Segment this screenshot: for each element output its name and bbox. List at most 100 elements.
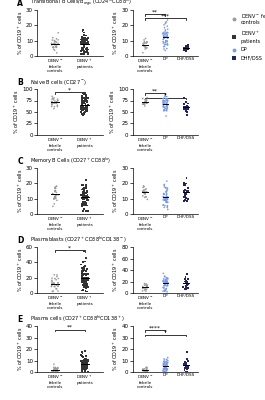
Point — [142, 280, 147, 287]
Point — [141, 367, 145, 373]
Point — [53, 184, 57, 190]
Point — [51, 190, 55, 197]
Point — [161, 103, 165, 110]
Point — [82, 196, 86, 202]
Point — [144, 194, 148, 200]
Point — [162, 29, 166, 35]
Point — [142, 189, 146, 196]
Point — [144, 194, 148, 200]
Point — [52, 39, 57, 45]
Point — [85, 95, 90, 101]
Point — [162, 101, 166, 107]
Point — [82, 270, 86, 277]
Point — [81, 90, 85, 96]
Point — [162, 362, 166, 368]
Point — [161, 366, 165, 372]
Point — [84, 177, 88, 184]
Point — [143, 40, 147, 46]
Point — [166, 97, 170, 104]
Point — [164, 184, 168, 191]
Point — [164, 364, 168, 370]
Point — [50, 37, 55, 43]
Point — [166, 26, 170, 32]
Point — [162, 273, 167, 280]
Point — [145, 364, 149, 371]
Point — [84, 32, 88, 39]
Point — [163, 369, 167, 375]
Point — [144, 97, 149, 103]
Point — [163, 280, 167, 286]
Point — [163, 31, 167, 37]
Point — [86, 35, 90, 42]
Point — [82, 356, 86, 363]
Point — [80, 195, 84, 202]
Point — [85, 189, 89, 195]
Point — [82, 360, 86, 367]
Point — [184, 105, 189, 112]
Point — [83, 194, 87, 200]
Point — [80, 107, 85, 113]
Point — [52, 368, 56, 374]
Point — [83, 36, 88, 42]
Point — [80, 100, 84, 107]
Point — [183, 369, 188, 375]
Point — [84, 48, 88, 55]
Point — [86, 39, 90, 46]
Point — [84, 360, 89, 367]
Point — [184, 188, 189, 194]
Point — [84, 274, 89, 281]
Point — [54, 44, 59, 51]
Point — [161, 101, 165, 107]
Point — [184, 363, 188, 369]
Point — [56, 37, 60, 43]
Point — [184, 284, 188, 290]
Point — [80, 46, 85, 53]
Point — [185, 280, 189, 287]
Point — [81, 191, 86, 197]
Point — [83, 367, 87, 373]
Point — [79, 41, 83, 48]
Point — [162, 105, 167, 111]
Point — [83, 270, 87, 277]
Point — [81, 199, 85, 206]
Point — [161, 99, 165, 105]
Point — [164, 95, 168, 102]
Point — [81, 27, 86, 34]
Point — [142, 285, 146, 291]
Point — [82, 274, 87, 281]
Point — [142, 101, 146, 107]
Point — [86, 358, 90, 365]
Point — [85, 189, 89, 196]
Point — [162, 369, 167, 375]
Point — [84, 281, 88, 287]
Point — [164, 358, 169, 365]
Text: Plasmablasts (CD27$^+$CD38$^{hi}$CD138$^-$): Plasmablasts (CD27$^+$CD38$^{hi}$CD138$^… — [30, 234, 127, 245]
Point — [82, 110, 86, 116]
Point — [143, 194, 147, 200]
Point — [86, 369, 90, 375]
Point — [82, 48, 86, 54]
Point — [85, 284, 89, 290]
Point — [83, 355, 87, 362]
Point — [54, 194, 58, 200]
Point — [51, 368, 55, 374]
Point — [185, 106, 189, 112]
Point — [52, 366, 56, 373]
Point — [145, 196, 149, 202]
Point — [186, 284, 190, 291]
Point — [84, 276, 88, 282]
Point — [81, 40, 85, 47]
Point — [164, 113, 168, 119]
Y-axis label: % of CD19$^+$ cells: % of CD19$^+$ cells — [111, 11, 120, 55]
Point — [83, 268, 88, 274]
Point — [55, 50, 59, 56]
Y-axis label: % of CD19$^+$ cells: % of CD19$^+$ cells — [108, 90, 117, 134]
Point — [81, 192, 85, 198]
Point — [165, 289, 169, 295]
Point — [165, 186, 170, 192]
Point — [162, 285, 166, 291]
Point — [80, 272, 84, 278]
Point — [164, 282, 168, 289]
Point — [163, 361, 167, 367]
Point — [84, 272, 89, 278]
